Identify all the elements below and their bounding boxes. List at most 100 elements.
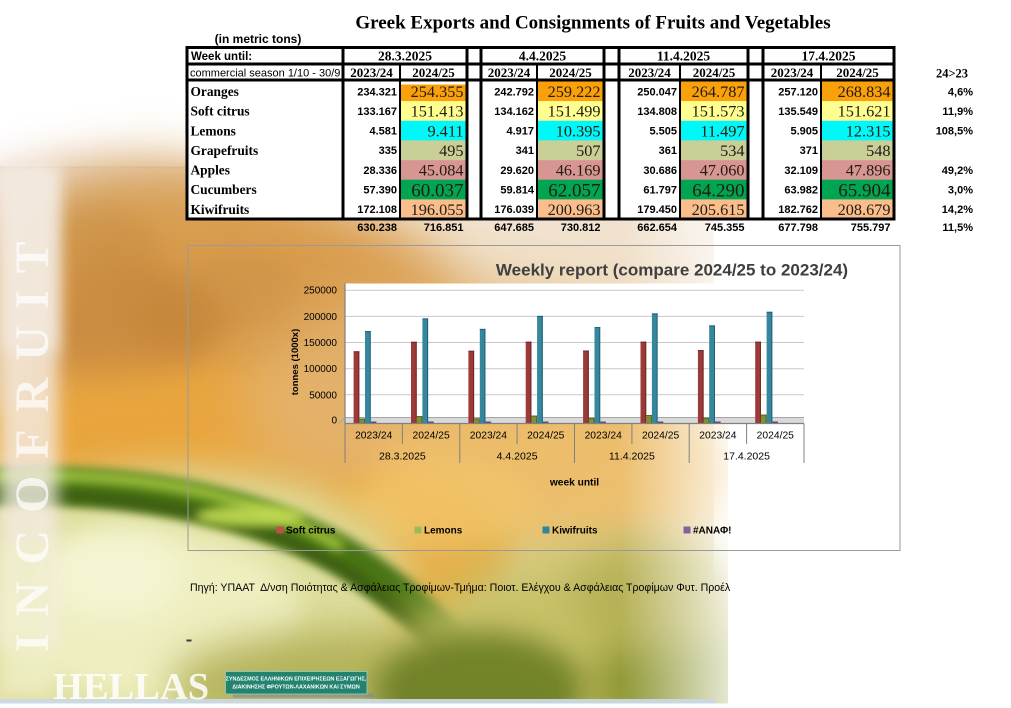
svg-text:14,2%: 14,2%	[942, 204, 973, 216]
svg-text:63.982: 63.982	[784, 185, 818, 197]
svg-text:3,0%: 3,0%	[948, 185, 973, 197]
svg-text:2023/24: 2023/24	[470, 431, 507, 442]
svg-text:134.808: 134.808	[637, 106, 677, 118]
svg-text:630.238: 630.238	[357, 222, 397, 234]
svg-text:151.573: 151.573	[692, 102, 745, 121]
svg-text:716.851: 716.851	[424, 222, 464, 234]
svg-text:Πηγή: ΥΠΑΑΤ Δ/νση Ποιότητας &: Πηγή: ΥΠΑΑΤ Δ/νση Ποιότητας & Ασφάλειας …	[190, 582, 731, 594]
svg-text:ΔΙΑΚΙΝΗΣΗΣ ΦΡΟΥΤΩΝ-ΛΑΧΑΝΙΚΩΝ Κ: ΔΙΑΚΙΝΗΣΗΣ ΦΡΟΥΤΩΝ-ΛΑΧΑΝΙΚΩΝ ΚΑΙ ΣΥΜΩΝ	[232, 685, 360, 691]
svg-text:60.037: 60.037	[411, 181, 463, 202]
svg-text:11.4.2025: 11.4.2025	[609, 451, 655, 463]
svg-text:250.047: 250.047	[637, 86, 677, 98]
svg-text:2023/24: 2023/24	[350, 65, 393, 80]
svg-text:2024/25: 2024/25	[836, 65, 879, 80]
svg-text:755.797: 755.797	[851, 222, 891, 234]
svg-text:ΣΥΝΔΕΣΜΟΣ ΕΛΛΗΝΙΚΩΝ ΕΠΙΧΕΙΡΗΣΕ: ΣΥΝΔΕΣΜΟΣ ΕΛΛΗΝΙΚΩΝ ΕΠΙΧΕΙΡΗΣΕΩΝ ΕΞΑΓΩΓΗ…	[226, 677, 367, 683]
svg-text:28.336: 28.336	[363, 165, 397, 177]
svg-text:tonnes (1000x): tonnes (1000x)	[290, 329, 301, 396]
svg-text:133.167: 133.167	[357, 106, 397, 118]
svg-text:28.3.2025: 28.3.2025	[378, 49, 432, 64]
svg-text:11,9%: 11,9%	[942, 106, 973, 118]
svg-text:179.450: 179.450	[637, 204, 677, 216]
svg-text:150000: 150000	[304, 338, 338, 349]
svg-text:11,5%: 11,5%	[942, 222, 973, 234]
svg-text:62.057: 62.057	[548, 181, 600, 202]
svg-text:2024/25: 2024/25	[757, 431, 794, 442]
svg-text:64.290: 64.290	[692, 181, 744, 202]
svg-text:5.905: 5.905	[790, 126, 818, 138]
svg-text:Lemons: Lemons	[191, 123, 236, 138]
svg-text:2023/24: 2023/24	[771, 65, 814, 80]
svg-text:2024/25: 2024/25	[549, 65, 592, 80]
svg-text:10.395: 10.395	[556, 121, 601, 140]
svg-text:Oranges: Oranges	[191, 84, 239, 99]
svg-text:50000: 50000	[309, 390, 337, 401]
svg-text:100000: 100000	[304, 364, 338, 375]
svg-text:108,5%: 108,5%	[936, 126, 974, 138]
svg-text:12.315: 12.315	[846, 121, 891, 140]
svg-text:677.798: 677.798	[778, 222, 818, 234]
svg-text:Soft citrus: Soft citrus	[191, 104, 250, 119]
svg-text:49,2%: 49,2%	[942, 165, 973, 177]
svg-text:9.411: 9.411	[427, 121, 463, 140]
svg-text:28.3.2025: 28.3.2025	[379, 451, 426, 463]
svg-text:647.685: 647.685	[494, 222, 534, 234]
svg-text:Cucumbers: Cucumbers	[191, 182, 257, 197]
svg-text:268.834: 268.834	[838, 82, 891, 101]
svg-text:257.120: 257.120	[778, 86, 818, 98]
svg-text:205.615: 205.615	[692, 200, 745, 219]
svg-text:47.060: 47.060	[700, 161, 745, 180]
svg-text:2023/24: 2023/24	[628, 65, 671, 80]
svg-text:495: 495	[439, 141, 463, 160]
svg-text:2024/25: 2024/25	[412, 431, 449, 442]
svg-text:730.812: 730.812	[561, 222, 601, 234]
svg-text:2024/25: 2024/25	[412, 65, 455, 80]
svg-text:57.390: 57.390	[363, 185, 397, 197]
svg-text:264.787: 264.787	[692, 82, 745, 101]
svg-text:11.497: 11.497	[700, 121, 744, 140]
svg-text:2024/25: 2024/25	[693, 65, 736, 80]
svg-text:745.355: 745.355	[705, 222, 745, 234]
svg-text:200.963: 200.963	[548, 200, 601, 219]
svg-text:#ΑΝΑΦ!: #ΑΝΑΦ!	[693, 526, 732, 537]
svg-text:Kiwifruits: Kiwifruits	[191, 202, 250, 217]
svg-text:507: 507	[576, 141, 600, 160]
svg-text:24>23: 24>23	[936, 67, 968, 81]
svg-text:11.4.2025: 11.4.2025	[657, 49, 711, 64]
svg-text:45.084: 45.084	[419, 161, 464, 180]
svg-text:135.549: 135.549	[778, 106, 818, 118]
svg-text:29.620: 29.620	[500, 165, 534, 177]
svg-text:176.039: 176.039	[494, 204, 534, 216]
svg-text:Weekly report (compare 2024/25: Weekly report (compare 2024/25 to 2023/2…	[496, 261, 848, 280]
svg-text:46.169: 46.169	[556, 161, 601, 180]
svg-text:17.4.2025: 17.4.2025	[723, 451, 770, 463]
svg-text:361: 361	[659, 145, 677, 157]
svg-text:2023/24: 2023/24	[699, 431, 736, 442]
svg-text:259.222: 259.222	[548, 82, 601, 101]
svg-text:17.4.2025: 17.4.2025	[802, 49, 856, 64]
svg-text:Week until:: Week until:	[191, 51, 252, 63]
svg-text:250000: 250000	[304, 286, 338, 297]
svg-text:2023/24: 2023/24	[585, 431, 622, 442]
svg-text:200000: 200000	[304, 312, 338, 323]
svg-text:341: 341	[516, 145, 534, 157]
svg-text:4.4.2025: 4.4.2025	[519, 49, 567, 64]
svg-text:151.621: 151.621	[838, 102, 891, 121]
svg-text:4.917: 4.917	[506, 126, 534, 138]
svg-text:47.896: 47.896	[846, 161, 891, 180]
svg-text:534: 534	[720, 141, 744, 160]
svg-text:HELLAS: HELLAS	[53, 666, 209, 708]
svg-text:2023/24: 2023/24	[355, 431, 392, 442]
svg-text:4,6%: 4,6%	[948, 86, 973, 98]
svg-text:(in metric tons): (in metric tons)	[215, 32, 302, 46]
svg-text:151.413: 151.413	[411, 102, 464, 121]
svg-text:INCOFRUIT: INCOFRUIT	[6, 224, 59, 652]
svg-text:242.792: 242.792	[494, 86, 534, 98]
svg-text:2023/24: 2023/24	[488, 65, 531, 80]
svg-text:335: 335	[379, 145, 397, 157]
svg-text:172.108: 172.108	[357, 204, 397, 216]
svg-text:5.505: 5.505	[649, 126, 677, 138]
svg-text:32.109: 32.109	[784, 165, 818, 177]
svg-text:4.581: 4.581	[369, 126, 397, 138]
svg-text:Grapefruits: Grapefruits	[191, 143, 259, 158]
